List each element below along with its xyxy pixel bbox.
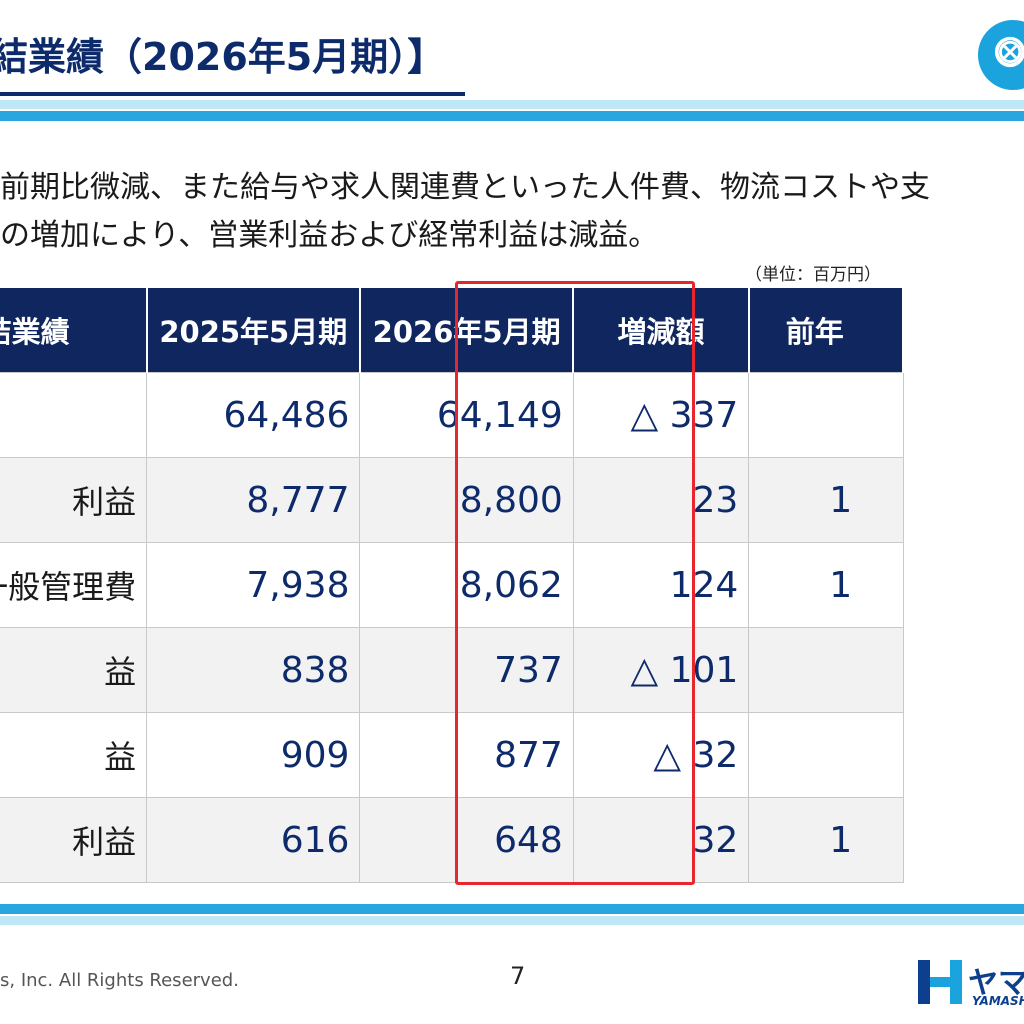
header-band-light bbox=[0, 100, 1024, 109]
cell-2025: 8,777 bbox=[146, 457, 361, 543]
header-band-dark bbox=[0, 111, 1024, 121]
header-yoy: 前年 bbox=[748, 288, 905, 373]
cell-2025: 909 bbox=[146, 712, 361, 798]
cell-change: 32 bbox=[572, 797, 750, 883]
running-figure-glyph: ⨷ bbox=[994, 30, 1024, 76]
summary-line-1: 前期比微減、また給与や求人関連費といった人件費、物流コストや支 bbox=[0, 170, 930, 205]
cell-2025: 7,938 bbox=[146, 542, 361, 628]
header-change: 増減額 bbox=[573, 288, 750, 373]
table-row: 益 909 877 △ 32 bbox=[0, 712, 904, 798]
cell-change: △ 101 bbox=[572, 627, 750, 713]
cell-2026: 648 bbox=[359, 797, 574, 883]
table-row: 64,486 64,149 △ 337 bbox=[0, 372, 904, 458]
table-row: 利益 8,777 8,800 23 1 bbox=[0, 457, 904, 543]
cell-yoy bbox=[748, 627, 904, 713]
footer-band-dark bbox=[0, 904, 1024, 914]
table-row: 益 838 737 △ 101 bbox=[0, 627, 904, 713]
summary-line-2: の増加により、営業利益および経常利益は減益。 bbox=[0, 218, 659, 253]
cell-2026: 8,800 bbox=[359, 457, 574, 543]
unit-note: （単位：百万円） bbox=[745, 265, 881, 285]
row-label: び一般管理費 bbox=[0, 542, 148, 628]
row-label: 益 bbox=[0, 627, 148, 713]
table-row: び一般管理費 7,938 8,062 124 1 bbox=[0, 542, 904, 628]
cell-change: △ 32 bbox=[572, 712, 750, 798]
brand-name: ヤマ bbox=[968, 966, 1024, 1001]
cell-2026: 877 bbox=[359, 712, 574, 798]
copyright-notice: s, Inc. All Rights Reserved. bbox=[0, 970, 239, 991]
cell-yoy bbox=[748, 372, 904, 458]
results-table: 連結業績 2025年5月期 2026年5月期 増減額 前年 64,486 64,… bbox=[0, 288, 905, 883]
cell-yoy: 1 bbox=[748, 542, 904, 628]
row-label: 益 bbox=[0, 712, 148, 798]
cell-2025: 838 bbox=[146, 627, 361, 713]
cell-yoy bbox=[748, 712, 904, 798]
header-2025: 2025年5月期 bbox=[146, 288, 361, 373]
header-2026: 2026年5月期 bbox=[359, 288, 575, 373]
cell-2025: 64,486 bbox=[146, 372, 361, 458]
table-row: 利益 616 648 32 1 bbox=[0, 797, 904, 883]
table-header-row: 連結業績 2025年5月期 2026年5月期 増減額 前年 bbox=[0, 288, 905, 373]
title-underline bbox=[0, 92, 465, 96]
row-label: 利益 bbox=[0, 457, 148, 543]
cell-yoy: 1 bbox=[748, 797, 904, 883]
page-title: 結業績（2026年5月期）】 bbox=[0, 35, 446, 79]
cell-2026: 737 bbox=[359, 627, 574, 713]
footer-band-light bbox=[0, 916, 1024, 925]
row-label bbox=[0, 372, 148, 458]
brand-subtext: YAMASH bbox=[972, 994, 1024, 1008]
current-period-highlight bbox=[455, 281, 695, 885]
cell-change: 124 bbox=[572, 542, 750, 628]
cell-2026: 8,062 bbox=[359, 542, 574, 628]
cell-2025: 616 bbox=[146, 797, 361, 883]
header-label: 連結業績 bbox=[0, 288, 148, 373]
page-number: 7 bbox=[510, 962, 526, 990]
row-label: 利益 bbox=[0, 797, 148, 883]
yamashin-logo-icon bbox=[918, 960, 962, 1004]
cell-change: △ 337 bbox=[572, 372, 750, 458]
cell-yoy: 1 bbox=[748, 457, 904, 543]
